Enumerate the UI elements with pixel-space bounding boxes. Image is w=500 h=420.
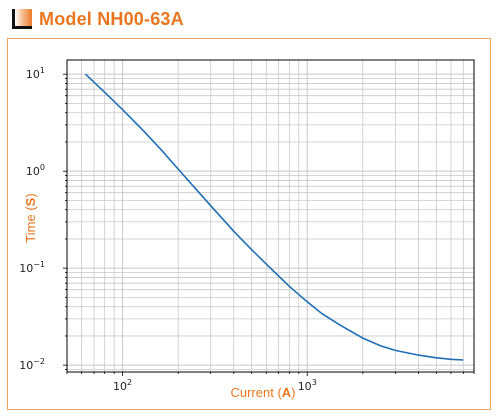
- y-tick-label: 101: [26, 66, 45, 81]
- x-tick-label: 102: [113, 378, 132, 393]
- y-tick-label: 10−2: [19, 357, 45, 372]
- header: Model NH00-63A: [12, 6, 184, 32]
- axis-ticks: [63, 73, 475, 376]
- x-tick-label: 103: [298, 378, 317, 393]
- plot-area: [66, 59, 475, 373]
- bracket-gradient-icon: [12, 9, 32, 29]
- chart-frame: [7, 38, 491, 410]
- major-grid: [67, 60, 474, 372]
- x-axis-label: Current (A): [230, 385, 295, 400]
- minor-grid: [66, 60, 475, 372]
- y-tick-label: 100: [26, 163, 45, 178]
- tick-labels: 102 103 101 100 10−1 10−2: [19, 66, 317, 393]
- y-tick-label: 10−1: [19, 260, 45, 275]
- y-axis-label: Time (S): [23, 193, 38, 242]
- series-line: [84, 73, 464, 361]
- page-title: Model NH00-63A: [39, 8, 184, 29]
